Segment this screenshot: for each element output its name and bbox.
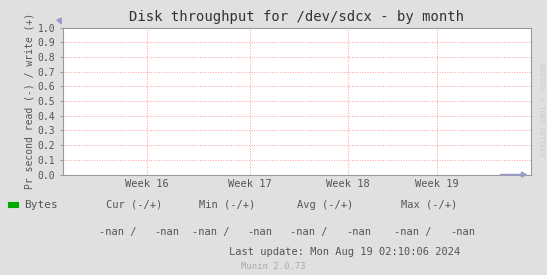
Text: Avg (-/+): Avg (-/+) [298, 200, 353, 210]
Text: -nan /: -nan / [290, 227, 328, 237]
Text: -nan /: -nan / [394, 227, 432, 237]
Text: Last update: Mon Aug 19 02:10:06 2024: Last update: Mon Aug 19 02:10:06 2024 [229, 247, 460, 257]
Text: -nan /: -nan / [99, 227, 136, 237]
Text: RRDTOOL / TOBI OETIKER: RRDTOOL / TOBI OETIKER [538, 63, 544, 157]
Title: Disk throughput for /dev/sdcx - by month: Disk throughput for /dev/sdcx - by month [129, 10, 464, 24]
Text: Cur (-/+): Cur (-/+) [106, 200, 162, 210]
Text: -nan: -nan [247, 227, 272, 237]
Text: -nan: -nan [450, 227, 475, 237]
Text: Munin 2.0.73: Munin 2.0.73 [241, 262, 306, 271]
Text: -nan: -nan [346, 227, 371, 237]
Text: -nan: -nan [154, 227, 179, 237]
Text: -nan /: -nan / [192, 227, 229, 237]
Text: Bytes: Bytes [25, 200, 59, 210]
Y-axis label: Pr second read (-) / write (+): Pr second read (-) / write (+) [25, 13, 35, 189]
Text: Min (-/+): Min (-/+) [199, 200, 255, 210]
Text: Max (-/+): Max (-/+) [401, 200, 457, 210]
